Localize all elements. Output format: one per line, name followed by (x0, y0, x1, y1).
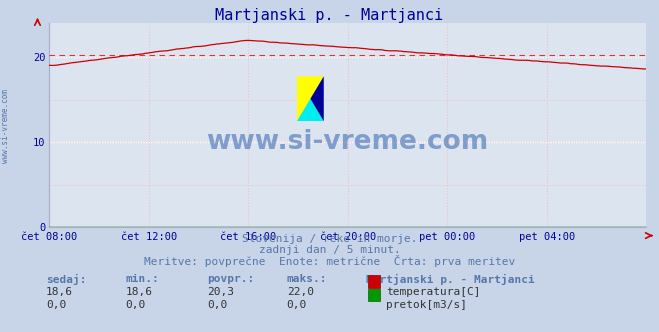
Text: Martjanski p. - Martjanci: Martjanski p. - Martjanci (215, 8, 444, 23)
Text: 0,0: 0,0 (208, 300, 228, 310)
Text: www.si-vreme.com: www.si-vreme.com (1, 89, 10, 163)
Text: 18,6: 18,6 (46, 287, 73, 297)
Text: Martjanski p. - Martjanci: Martjanski p. - Martjanci (366, 274, 534, 285)
Text: min.:: min.: (125, 274, 159, 284)
Text: pretok[m3/s]: pretok[m3/s] (386, 300, 467, 310)
Text: 22,0: 22,0 (287, 287, 314, 297)
Text: 0,0: 0,0 (125, 300, 146, 310)
Text: maks.:: maks.: (287, 274, 327, 284)
Text: povpr.:: povpr.: (208, 274, 255, 284)
Text: www.si-vreme.com: www.si-vreme.com (206, 129, 489, 155)
Text: 0,0: 0,0 (46, 300, 67, 310)
Text: sedaj:: sedaj: (46, 274, 86, 285)
Text: 0,0: 0,0 (287, 300, 307, 310)
Text: zadnji dan / 5 minut.: zadnji dan / 5 minut. (258, 245, 401, 255)
Text: 20,3: 20,3 (208, 287, 235, 297)
Text: Meritve: povprečne  Enote: metrične  Črta: prva meritev: Meritve: povprečne Enote: metrične Črta:… (144, 255, 515, 267)
Text: Slovenija / reke in morje.: Slovenija / reke in morje. (242, 234, 417, 244)
Text: 18,6: 18,6 (125, 287, 152, 297)
Text: temperatura[C]: temperatura[C] (386, 287, 480, 297)
